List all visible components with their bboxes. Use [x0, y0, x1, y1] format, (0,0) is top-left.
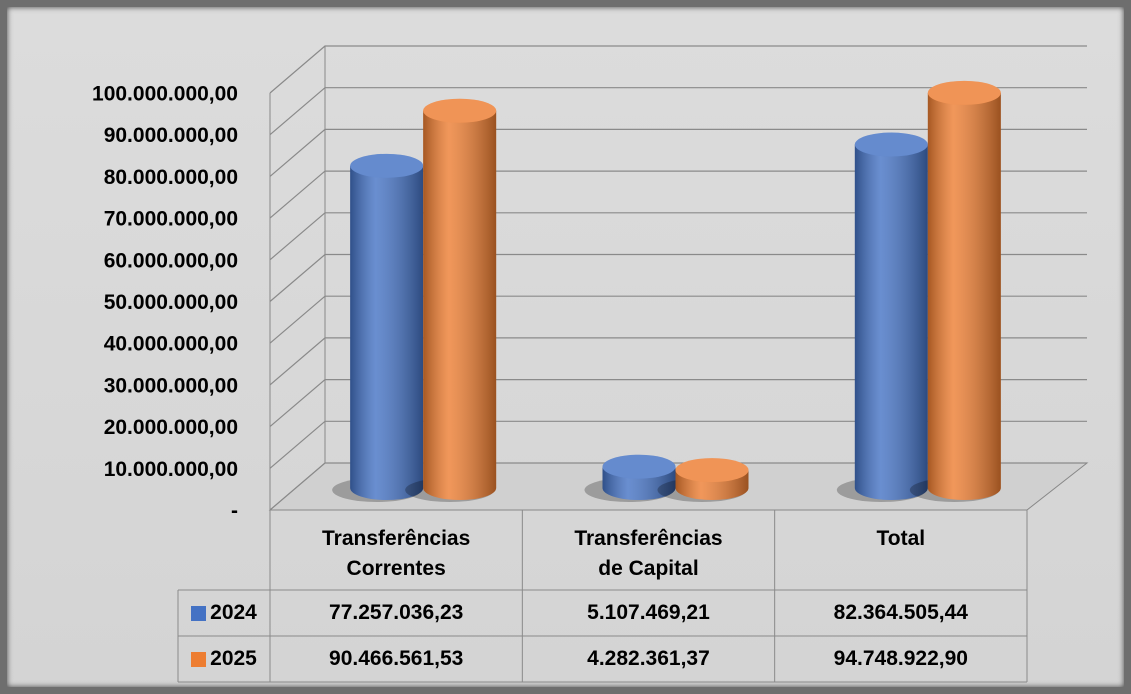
bar-top-shade	[350, 153, 424, 178]
bar-top-shade	[927, 80, 1001, 105]
grid-line	[269, 128, 1087, 177]
table-value: 4.282.361,37	[587, 647, 710, 670]
category-label: Transferências Correntes	[322, 527, 471, 580]
bar-shade	[927, 92, 1001, 501]
bar-shade	[854, 144, 928, 500]
bar-top	[350, 153, 424, 178]
grid-line	[269, 379, 1087, 428]
y-tick-label: 60.000.000,00	[104, 249, 238, 272]
bar-top	[927, 80, 1001, 105]
bar-shade	[423, 110, 497, 500]
bar-top-shade	[675, 458, 749, 483]
category-label: Total	[876, 527, 926, 550]
grid-line	[269, 253, 1087, 302]
grid-line	[269, 170, 1087, 219]
grid-line	[269, 420, 1087, 469]
bar-shade	[350, 165, 424, 500]
y-tick-label: 70.000.000,00	[104, 208, 238, 231]
legend-label: 2025	[210, 647, 257, 670]
legend-label: 2024	[210, 601, 257, 624]
grid-line	[269, 87, 1087, 136]
table-value: 5.107.469,21	[587, 601, 710, 624]
y-tick-label: 90.000.000,00	[104, 124, 238, 147]
grid-line	[269, 462, 1087, 511]
bar-top	[602, 454, 676, 479]
grid-line	[269, 337, 1087, 386]
y-tick-label: 40.000.000,00	[104, 333, 238, 356]
bar	[927, 80, 1001, 501]
bar-top-shade	[854, 132, 928, 157]
bar	[423, 98, 497, 500]
legend-swatch	[191, 651, 207, 667]
bar-top-shade	[602, 454, 676, 479]
grid-line	[269, 212, 1087, 261]
bar	[854, 132, 928, 500]
bar	[675, 458, 749, 500]
table-value: 77.257.036,23	[329, 601, 464, 624]
bar-top	[675, 458, 749, 483]
y-tick-label: 100.000.000,00	[92, 83, 238, 106]
grid-line	[269, 45, 1087, 94]
y-tick-label: 80.000.000,00	[104, 166, 238, 189]
bar-top	[423, 98, 497, 123]
table-header: Transferências de Capital	[522, 510, 774, 590]
y-tick-label: 20.000.000,00	[104, 416, 238, 439]
grid-line	[269, 295, 1087, 344]
y-tick-label: 30.000.000,00	[104, 374, 238, 397]
bar-top	[854, 132, 928, 157]
y-tick-label: -	[231, 500, 238, 523]
bar	[350, 153, 424, 500]
y-tick-label: 50.000.000,00	[104, 291, 238, 314]
bar-top-shade	[423, 98, 497, 123]
legend-entry: 2024	[178, 590, 270, 636]
category-label: Transferências de Capital	[574, 527, 723, 580]
table-value: 90.466.561,53	[329, 647, 464, 670]
y-tick-label: 10.000.000,00	[104, 458, 238, 481]
legend-swatch	[191, 605, 207, 621]
table-header: Transferências Correntes	[270, 510, 522, 590]
legend-entry: 2025	[178, 636, 270, 682]
table-value: 94.748.922,90	[833, 647, 968, 670]
table-value: 82.364.505,44	[833, 601, 968, 624]
bar	[602, 454, 676, 500]
table-header: Total	[775, 510, 1027, 590]
